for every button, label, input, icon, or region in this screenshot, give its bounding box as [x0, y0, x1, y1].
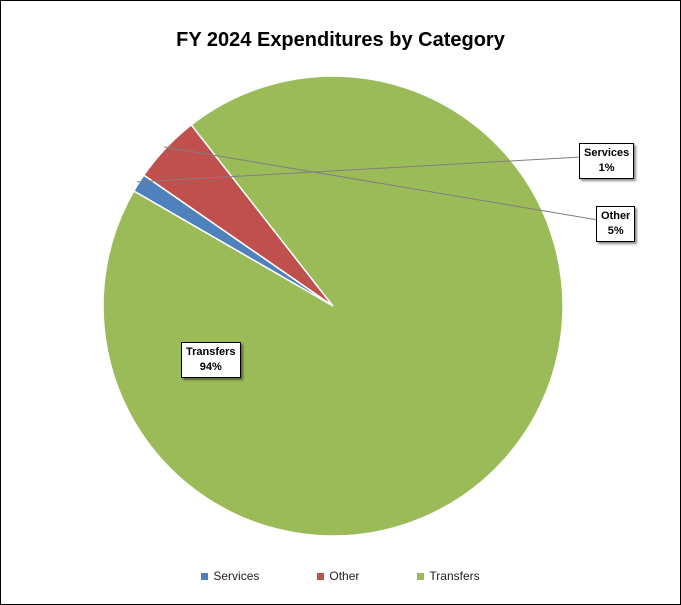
data-label-other-name: Other: [601, 210, 631, 222]
data-label-services-name: Services: [584, 147, 630, 159]
pie-slice-transfers: [102, 75, 564, 537]
legend-swatch-transfers: [417, 572, 425, 580]
leader-line-other: [164, 146, 599, 221]
data-label-services-value: 1%: [598, 162, 615, 174]
chart-legend: Services Other Transfers: [1, 569, 680, 583]
legend-item-transfers: Transfers: [417, 569, 480, 583]
data-label-other: Other 5%: [596, 206, 636, 242]
legend-swatch-other: [317, 572, 325, 580]
legend-label-other: Other: [329, 569, 360, 583]
chart-title: FY 2024 Expenditures by Category: [176, 29, 505, 51]
legend-item-other: Other: [317, 569, 359, 583]
legend-label-services: Services: [213, 569, 260, 583]
legend-item-services: Services: [201, 569, 259, 583]
leader-line-services: [136, 156, 582, 183]
data-label-transfers: Transfers 94%: [181, 342, 241, 378]
data-label-transfers-value: 94%: [199, 361, 222, 373]
data-label-other-value: 5%: [607, 225, 624, 237]
legend-swatch-services: [201, 572, 209, 580]
data-label-services: Services 1%: [579, 143, 635, 179]
legend-label-transfers: Transfers: [429, 569, 480, 583]
data-label-transfers-name: Transfers: [186, 346, 236, 358]
